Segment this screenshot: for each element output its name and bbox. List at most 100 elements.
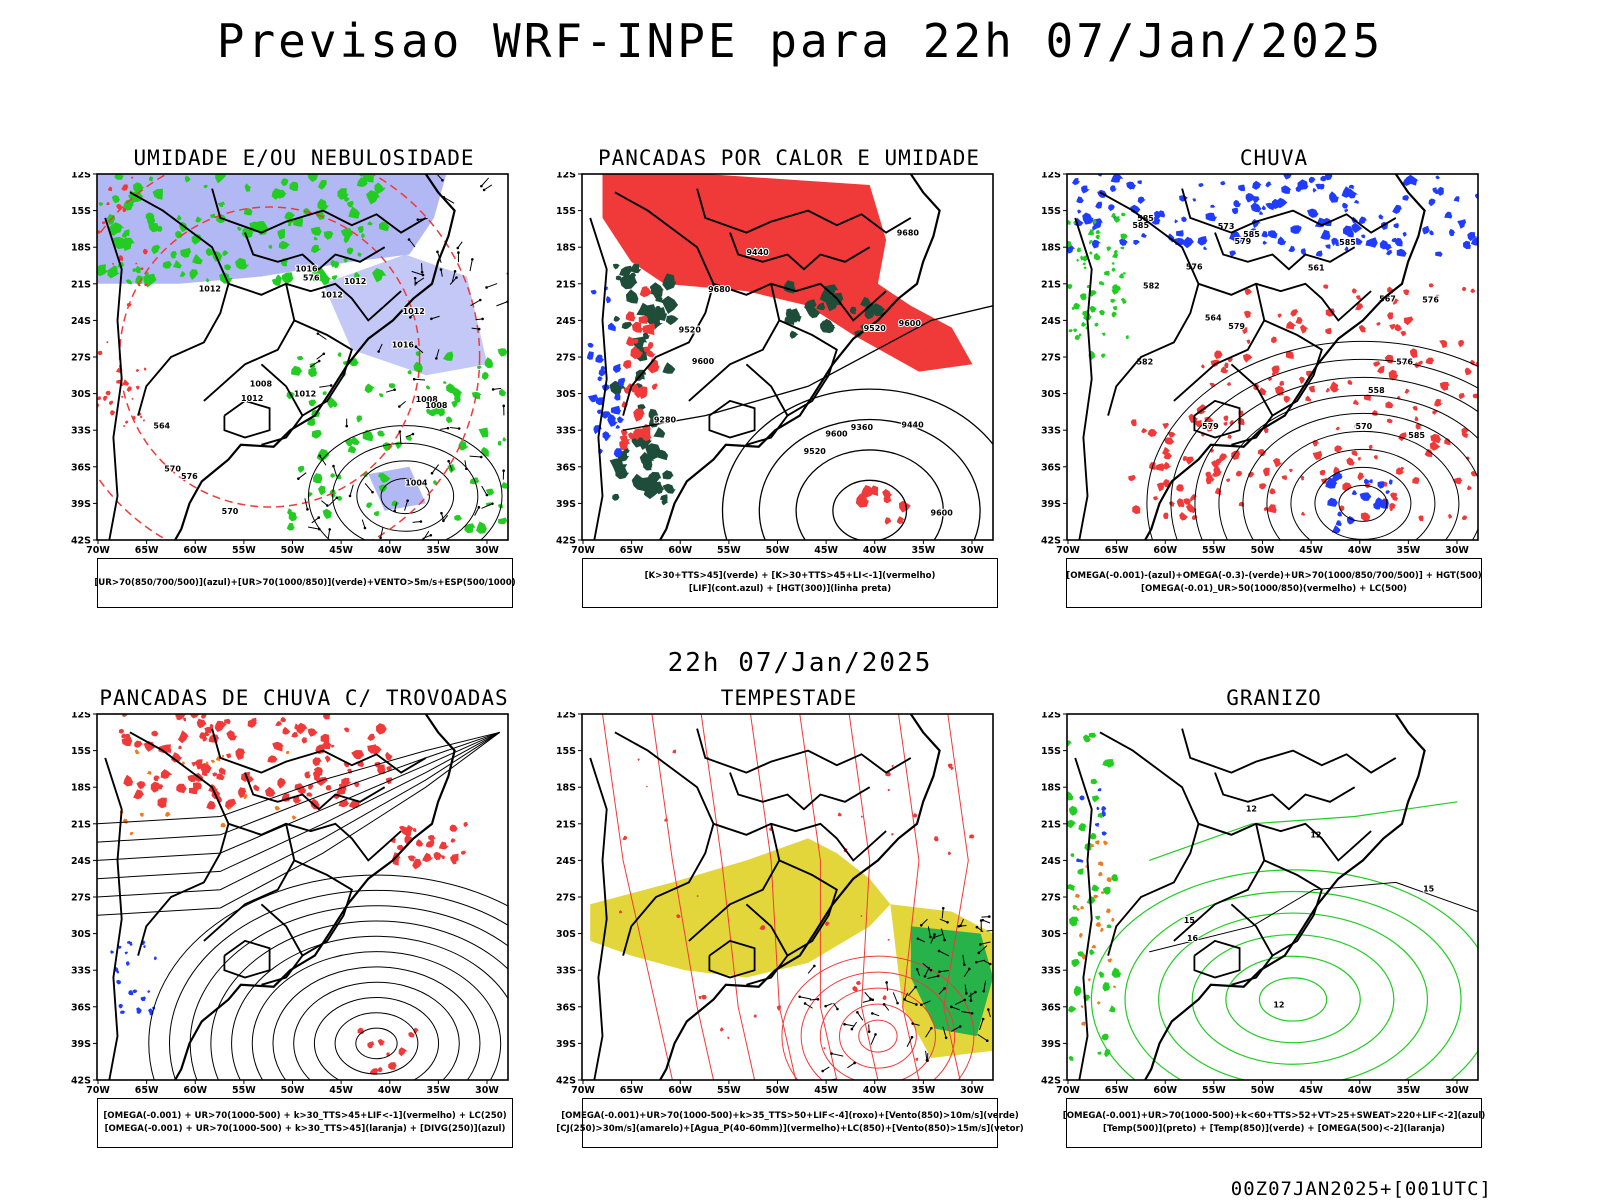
omega-blue-area — [1247, 232, 1253, 237]
wind-vector — [502, 404, 506, 408]
rain-red-area — [1204, 423, 1215, 432]
lat-tick-label: 21S — [71, 279, 91, 290]
humidity-1000-850-contour — [317, 198, 329, 211]
rain-red-area — [1300, 324, 1309, 334]
lat-tick-label: 18S — [556, 783, 576, 794]
wind-vector — [441, 178, 444, 182]
wind-vector — [440, 427, 448, 430]
lif-contour — [596, 409, 602, 415]
humidity-1000-850-contour — [222, 250, 229, 257]
omega-blue-area — [1462, 240, 1471, 249]
page-title: Previsao WRF-INPE para 22h 07/Jan/2025 — [216, 14, 1384, 68]
storm-red-area — [367, 733, 376, 741]
heat-humidity-area — [655, 295, 663, 303]
rain-red-area — [1351, 450, 1358, 456]
humidity-1000-850-contour — [346, 247, 354, 255]
storm-red-area — [312, 757, 322, 767]
panel-tempestade: TEMPESTADE 12S 15S 18S 21S 24S 27S 30S 33S 36S 39… — [549, 686, 1029, 1156]
omega-blue-area — [1158, 210, 1166, 218]
wind-vector — [415, 277, 425, 284]
rain-red-area — [1211, 460, 1221, 469]
wind-850-vector — [892, 992, 899, 1004]
wind-vector — [318, 454, 322, 458]
humidity-1000-850-contour — [275, 274, 284, 283]
border-line — [1074, 217, 1093, 540]
wind-vector — [482, 188, 486, 192]
wind-850-vector — [938, 970, 941, 974]
lat-tick-label: 39S — [556, 1039, 576, 1050]
lat-tick-label: 24S — [1041, 856, 1061, 867]
heat-humidity-area — [789, 330, 799, 339]
omega-blue-area — [1344, 208, 1349, 213]
lat-tick-label: 21S — [1041, 279, 1061, 290]
wind-vector — [311, 517, 320, 524]
rain-red-area — [1434, 398, 1443, 407]
wind-850-vector — [929, 935, 932, 939]
temp500-contour — [1149, 881, 1478, 953]
humidity-1000-850-contour — [146, 216, 156, 226]
contour-label: 570 — [222, 507, 239, 516]
lon-tick-label: 45W — [814, 545, 838, 556]
wind-vector — [436, 250, 439, 254]
omega500-orange — [1076, 907, 1080, 911]
border-line — [203, 283, 296, 402]
rain-red-area — [1418, 515, 1424, 522]
lon-tick-label: 55W — [717, 545, 741, 556]
streamline-850 — [651, 714, 714, 1080]
wind-850-vector — [922, 962, 932, 971]
humidity-1000-850-contour — [109, 224, 121, 236]
temp850-contour — [1091, 884, 1100, 892]
omega-blue-area — [1127, 181, 1137, 190]
omega-blue-area — [1261, 230, 1269, 238]
omega-blue-area — [1315, 250, 1323, 257]
isobar — [380, 477, 430, 515]
humidity-1000-850-contour — [346, 200, 354, 208]
legend-chuva: [OMEGA(-0.001)-(azul)+OMEGA(-0.3)-(verde… — [1066, 558, 1482, 608]
heat-humidity-area — [642, 332, 650, 340]
uruguay-outline — [223, 939, 271, 979]
hail-blue-area — [1078, 859, 1084, 863]
humidity-1000-850-contour — [311, 275, 318, 282]
wind-vector — [431, 464, 440, 474]
wind-850-vector — [921, 1000, 931, 1006]
humidity-1000-850-contour — [323, 231, 334, 240]
omega-green-area — [1095, 230, 1102, 235]
contour-label: 579 — [1235, 237, 1252, 246]
humidity-1000-850-contour — [286, 522, 295, 531]
storm-red-area — [157, 797, 167, 809]
rain-red-area — [1286, 321, 1297, 330]
omega-green-area — [1079, 293, 1087, 301]
wind-vector — [456, 246, 460, 250]
heat-humidity-li-area — [626, 336, 635, 346]
humidity-1000-850-contour — [451, 387, 463, 398]
omega-blue-area — [1083, 214, 1088, 219]
storm-red-area — [301, 737, 308, 744]
storm-red-area — [151, 730, 159, 737]
humidity-1000-850-contour — [162, 260, 173, 269]
thickness-speckle — [122, 207, 127, 213]
thickness-speckle — [97, 350, 103, 356]
wind-vector — [442, 519, 445, 523]
heat-humidity-area — [656, 449, 669, 461]
rain-red-area — [1285, 350, 1294, 359]
wind-850-vector — [882, 1003, 886, 1006]
omega-blue-area — [1176, 230, 1184, 237]
rain-red-area — [1218, 453, 1228, 462]
temp850-contour — [1097, 1051, 1102, 1055]
hgt300-contour — [622, 305, 993, 431]
humidity-1000-850-contour — [332, 275, 338, 280]
lat-tick-label: 33S — [71, 426, 91, 437]
wind-vector — [406, 499, 409, 502]
contour-label: 1016 — [392, 340, 415, 349]
rain-red-area — [1163, 512, 1169, 520]
precip-water-speckle — [912, 813, 918, 818]
wind-vector — [465, 467, 468, 470]
temp850-contour — [1090, 778, 1098, 785]
lat-tick-label: 21S — [1041, 819, 1061, 830]
temp850-contour — [1098, 971, 1105, 978]
omega-blue-area — [1250, 228, 1256, 234]
storm-red-area — [134, 740, 144, 748]
rain-red-area — [1461, 515, 1468, 521]
rain-red-area — [1269, 488, 1277, 495]
legend-line: [UR>70(850/700/500)](azul)+[UR>70(1000/8… — [94, 577, 516, 588]
